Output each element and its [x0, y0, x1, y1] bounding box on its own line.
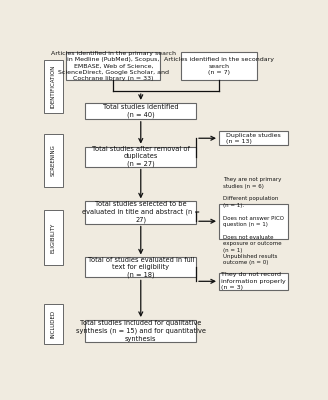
FancyBboxPatch shape [66, 52, 160, 80]
Text: Total studies included for qualitative
synthesis (n = 15) and for quantitative
s: Total studies included for qualitative s… [76, 320, 206, 342]
Text: Articles identified in the secondary
search
(n = 7): Articles identified in the secondary sea… [164, 58, 274, 75]
Text: IDENTIFICATION: IDENTIFICATION [51, 65, 55, 108]
FancyBboxPatch shape [86, 258, 196, 278]
Text: They do not record
information properly
(n = 3): They do not record information properly … [221, 272, 286, 290]
FancyBboxPatch shape [219, 132, 288, 145]
FancyBboxPatch shape [86, 201, 196, 224]
Text: They are not primary
studies (n = 6)

Different population
(n = 1).

Does not an: They are not primary studies (n = 6) Dif… [223, 177, 284, 265]
FancyBboxPatch shape [86, 320, 196, 342]
FancyBboxPatch shape [44, 210, 63, 265]
Text: ELIGIBILITY: ELIGIBILITY [51, 222, 55, 252]
Text: Total studies after removal of
duplicates
(n = 27): Total studies after removal of duplicate… [92, 146, 190, 167]
Text: Total of studies evaluated in full
text for eligibility
(n = 18): Total of studies evaluated in full text … [88, 257, 194, 278]
FancyBboxPatch shape [44, 134, 63, 186]
FancyBboxPatch shape [219, 273, 288, 290]
Text: INCLUDED: INCLUDED [51, 310, 55, 338]
Text: Total studies identified
(n = 40): Total studies identified (n = 40) [103, 104, 178, 118]
FancyBboxPatch shape [219, 204, 288, 239]
FancyBboxPatch shape [44, 60, 63, 113]
Text: Articles identified in the primary search
in Medline (PubMed), Scopus,
EMBASE, W: Articles identified in the primary searc… [51, 51, 176, 81]
FancyBboxPatch shape [86, 146, 196, 166]
FancyBboxPatch shape [86, 103, 196, 119]
Text: Total studies selected to be
evaluated in title and abstract (n =
27): Total studies selected to be evaluated i… [82, 202, 200, 224]
FancyBboxPatch shape [44, 304, 63, 344]
Text: Duplicate studies
(n = 13): Duplicate studies (n = 13) [226, 132, 281, 144]
Text: SCREENING: SCREENING [51, 144, 55, 176]
FancyBboxPatch shape [181, 52, 257, 80]
